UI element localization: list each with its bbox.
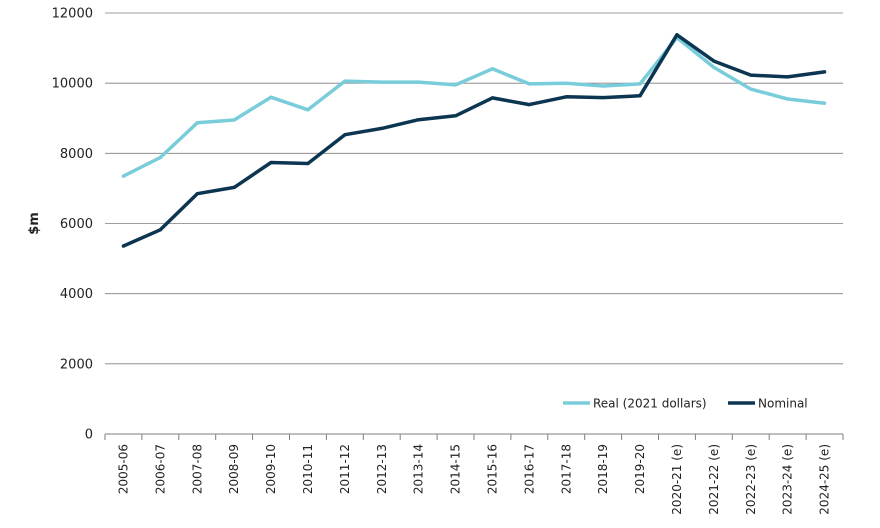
y-tick-label: 10000 xyxy=(52,77,93,92)
data-point xyxy=(822,101,827,105)
data-point xyxy=(121,244,126,248)
y-tick-label: 8000 xyxy=(60,147,93,162)
data-point xyxy=(822,70,827,74)
data-point xyxy=(232,185,236,189)
x-tick-label: 2012-13 xyxy=(375,444,389,494)
series-line-real xyxy=(121,35,827,178)
data-point xyxy=(675,33,679,37)
data-point xyxy=(638,94,642,98)
data-point xyxy=(601,84,605,88)
data-point xyxy=(158,155,162,160)
data-point xyxy=(749,87,753,91)
legend: Real (2021 dollars) Nominal xyxy=(563,397,808,411)
x-tick-label: 2023-24 (e) xyxy=(781,444,795,515)
x-tick-label: 2021-22 (e) xyxy=(707,444,721,515)
data-point xyxy=(343,133,347,137)
x-tick-label: 2014-15 xyxy=(449,444,463,494)
data-point xyxy=(453,114,458,118)
data-point xyxy=(195,192,199,196)
data-point xyxy=(712,59,716,63)
data-point xyxy=(638,82,642,86)
data-point xyxy=(712,65,716,69)
x-tick-label: 2015-16 xyxy=(485,444,499,494)
data-point xyxy=(121,174,126,178)
data-point xyxy=(380,80,384,84)
data-point xyxy=(306,161,310,166)
y-tick-label: 2000 xyxy=(60,357,93,372)
data-point xyxy=(158,228,162,232)
data-point xyxy=(343,79,347,83)
y-tick-labels: 0 2000 4000 6000 8000 10000 12000 xyxy=(52,7,93,443)
x-tick-label: 2005-06 xyxy=(116,444,130,494)
x-tick-label: 2011-12 xyxy=(338,444,352,494)
data-point xyxy=(269,95,273,99)
x-tick-label: 2009-10 xyxy=(264,444,278,494)
data-point xyxy=(195,121,199,125)
data-point xyxy=(564,81,568,85)
data-point xyxy=(453,83,458,87)
data-point xyxy=(564,95,568,99)
series-line-nominal xyxy=(121,33,827,248)
series-lines xyxy=(121,33,827,248)
data-point xyxy=(749,73,753,77)
x-tick-label: 2018-19 xyxy=(596,444,610,494)
x-tick-label: 2019-20 xyxy=(633,444,647,494)
data-point xyxy=(232,118,236,122)
data-point xyxy=(786,75,790,79)
data-point xyxy=(490,96,495,100)
data-point xyxy=(527,82,531,86)
x-tick-label: 2017-18 xyxy=(559,444,573,494)
x-tick-label: 2006-07 xyxy=(153,444,167,494)
y-axis-label: $m xyxy=(27,212,42,235)
legend-label: Nominal xyxy=(758,397,808,411)
data-point xyxy=(490,67,495,71)
x-tick-label: 2016-17 xyxy=(522,444,536,494)
y-tick-label: 6000 xyxy=(60,217,93,232)
gridlines xyxy=(104,12,844,440)
x-tick-label: 2008-09 xyxy=(227,444,241,494)
data-point xyxy=(417,80,421,84)
data-point xyxy=(306,108,310,112)
legend-label: Real (2021 dollars) xyxy=(593,397,707,411)
x-tick-label: 2007-08 xyxy=(190,444,204,494)
data-point xyxy=(527,102,531,107)
x-tick-label: 2022-23 (e) xyxy=(744,444,758,515)
data-point xyxy=(786,97,790,101)
y-tick-label: 12000 xyxy=(52,7,93,22)
x-tick-label: 2024-25 (e) xyxy=(818,444,832,515)
data-point xyxy=(380,126,384,131)
y-tick-label: 0 xyxy=(85,428,93,443)
y-tick-label: 4000 xyxy=(60,287,93,302)
x-tick-labels: 2005-06 2006-07 2007-08 2008-09 2009-10 2010-… xyxy=(116,444,831,515)
x-tick-label: 2020-21 (e) xyxy=(670,444,684,515)
x-tick-label: 2013-14 xyxy=(412,444,426,494)
data-point xyxy=(601,95,605,100)
data-point xyxy=(417,118,421,122)
data-point xyxy=(269,160,273,165)
x-tick-label: 2010-11 xyxy=(301,444,315,494)
